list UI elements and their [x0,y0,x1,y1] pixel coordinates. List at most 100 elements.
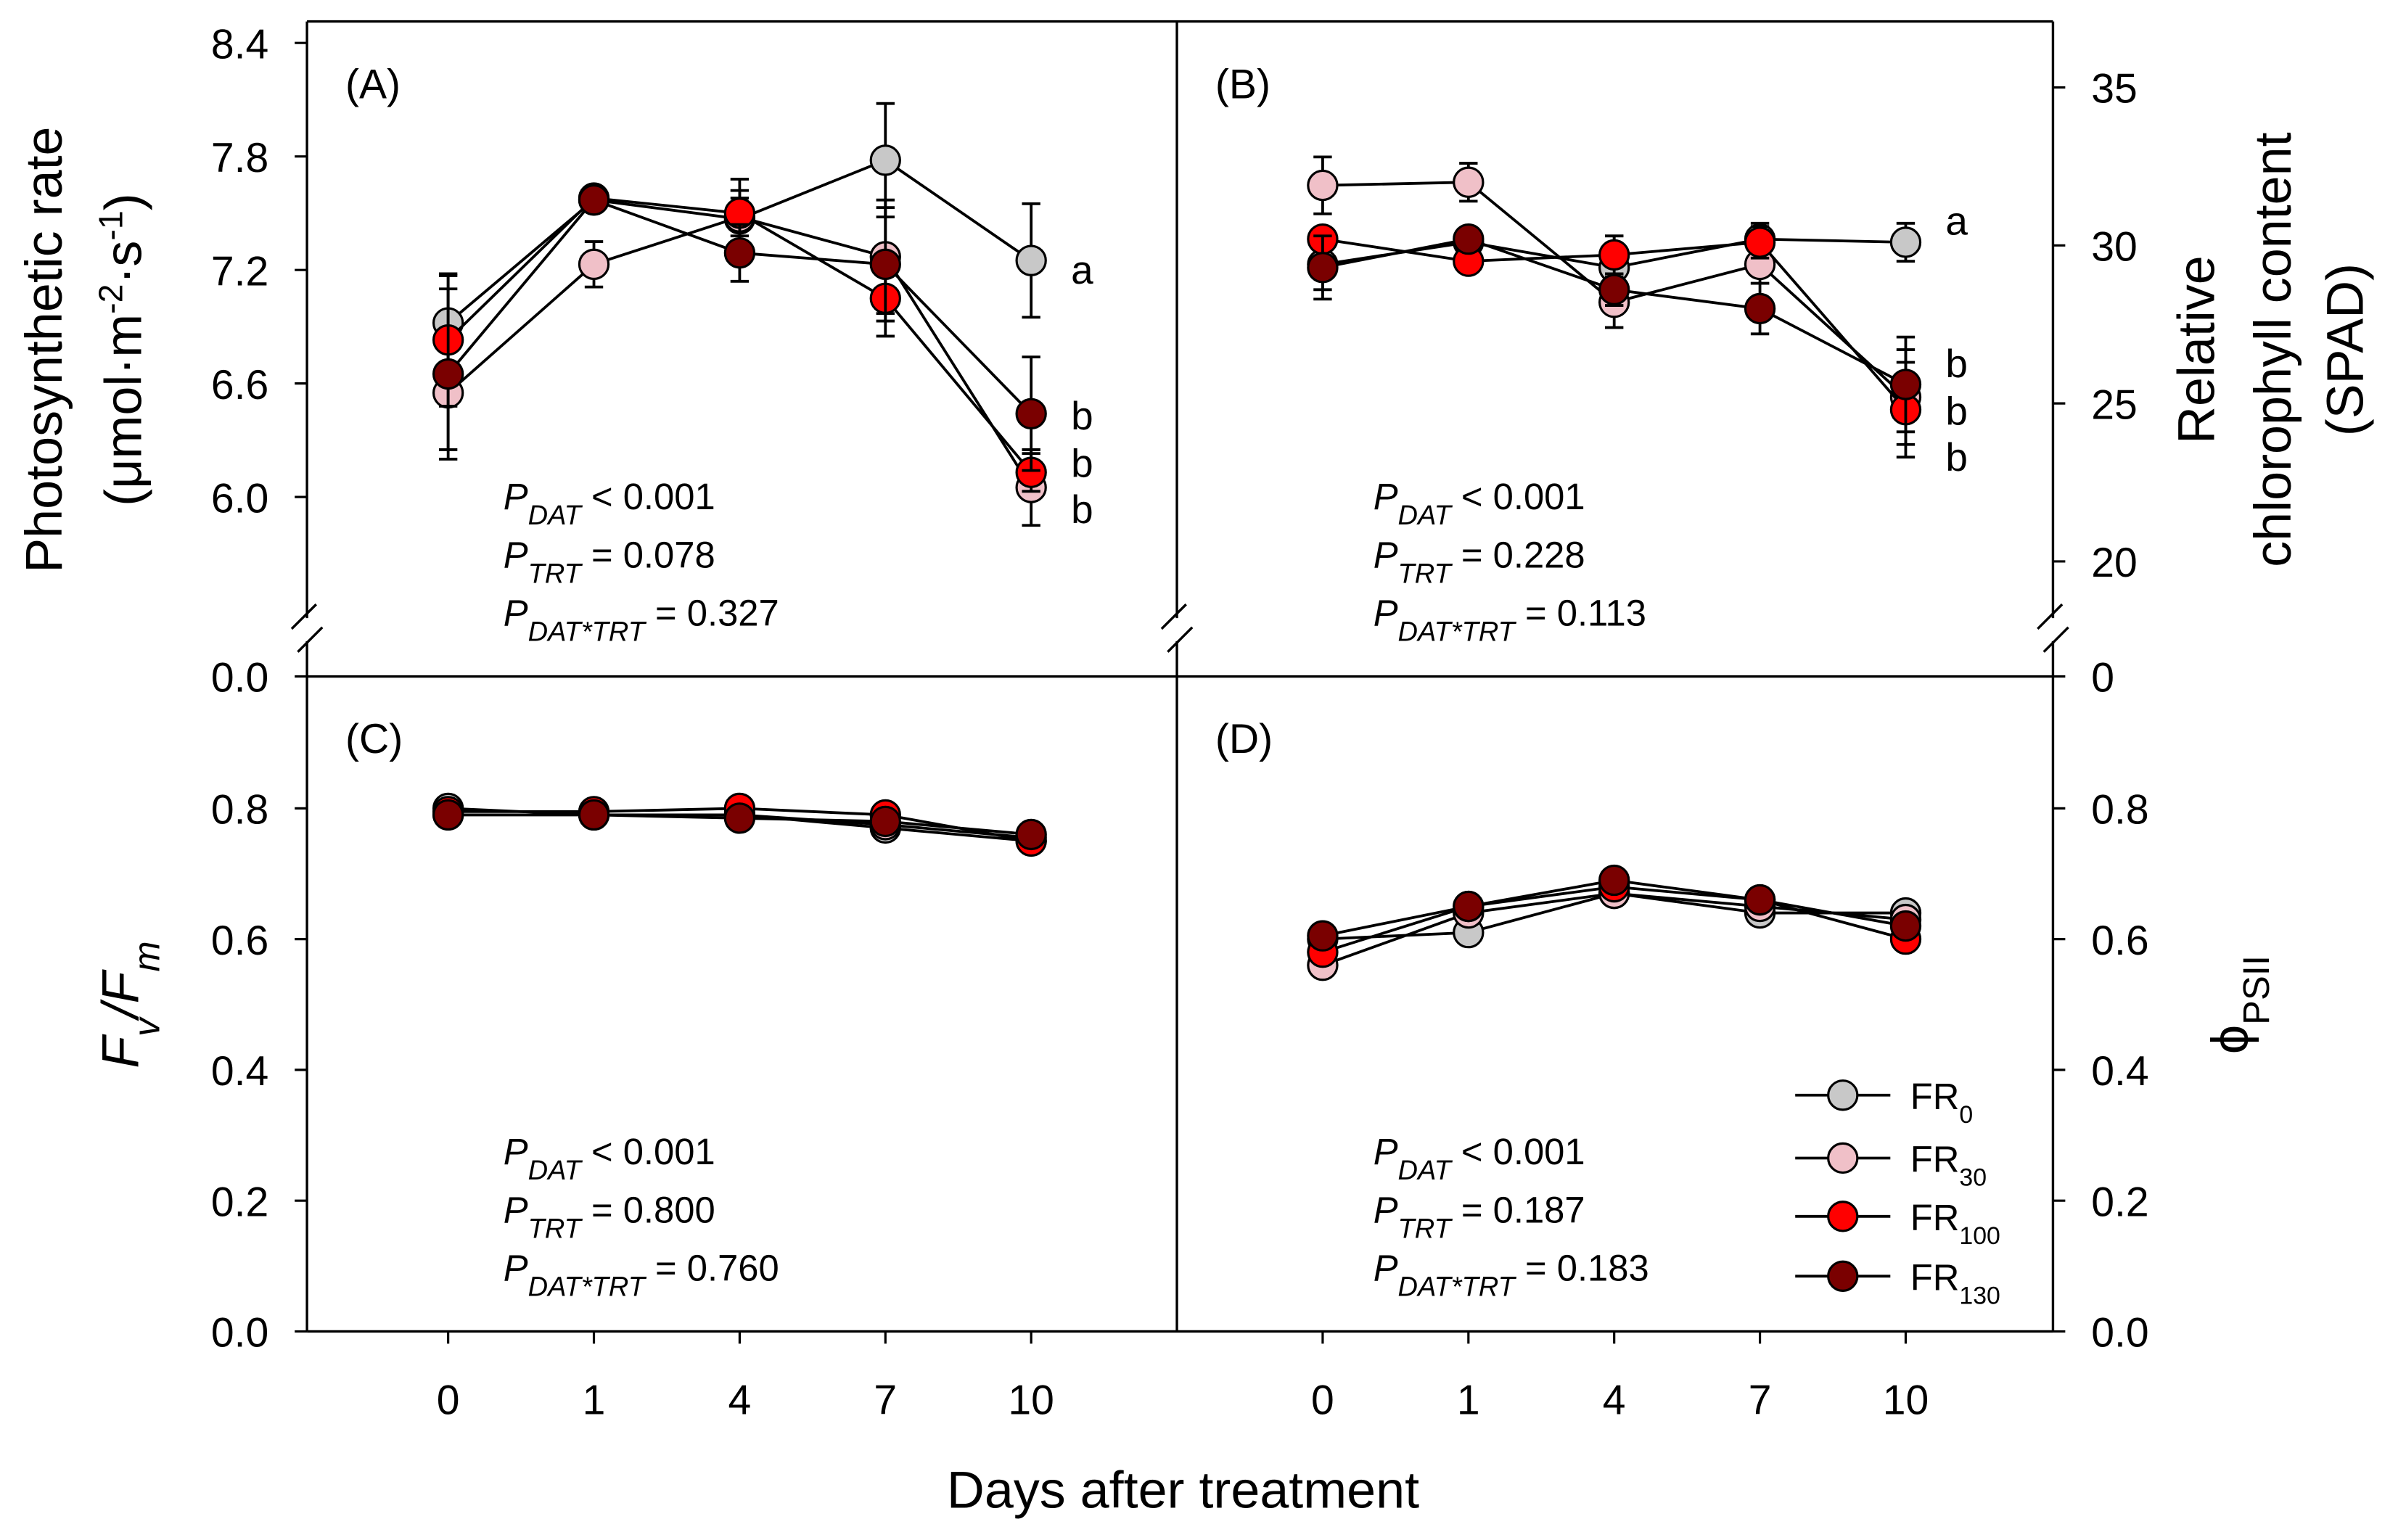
plot-frame: 0 1 4 7 10 0 1 4 7 10 [290,20,2069,1424]
data-point [723,802,756,834]
label-part: PSII [2235,955,2277,1025]
stat-value: < 0.001 [1451,1131,1585,1172]
y-tick-label: 20 [2091,540,2138,586]
y-axis-label: (SPAD) [2317,263,2375,436]
stat-sub: DAT*TRT [528,617,647,648]
stat-trt: PTRT = 0.078 [504,534,715,589]
y-tick-label: 6.0 [211,475,268,522]
stat-value: = 0.800 [581,1189,715,1230]
data-point [578,799,610,831]
y-tick-label: 0.8 [2091,787,2148,833]
stat-value: = 0.327 [645,593,779,634]
panel-label: (A) [345,61,401,107]
series-FR130 [1307,223,1922,434]
y-tick-label: 0.0 [211,1310,268,1356]
break-line [1167,626,1194,653]
stat-trt: PTRT = 0.228 [1374,534,1585,589]
series-FR130 [1307,864,1922,952]
y-tick-label: 0 [2091,655,2114,701]
y-tick-label: 0.0 [2091,1310,2148,1356]
data-point [1744,226,1776,258]
legend-marker [1827,1079,1859,1111]
stat-p: P [1374,1131,1398,1172]
stat-sub: DAT [528,1156,583,1186]
stat-sub: DAT*TRT [1398,1272,1517,1303]
x-tick-label: 0 [437,1378,460,1424]
y-tick-label: 8.4 [211,21,268,67]
stat-value: = 0.760 [645,1248,779,1289]
legend-sub: 130 [1959,1282,2000,1309]
legend-item: FR0 [1795,1076,1973,1129]
data-point [1307,169,1339,202]
data-point [1744,292,1776,325]
y-axis-label: Fv/Fm [92,941,168,1068]
stat-sub: DAT [1398,1156,1453,1186]
y-axis-label: Relative [2167,255,2225,444]
panel-label: (C) [345,716,403,762]
data-point [869,248,901,281]
data-point [1889,368,1922,400]
y-tick-label: 0.2 [211,1179,268,1225]
y-tick-label: 25 [2091,382,2138,428]
stat-trt: PTRT = 0.187 [1374,1189,1585,1244]
y-tick-label: 0.2 [2091,1179,2148,1225]
stat-sub: DAT [528,501,583,531]
legend-item: FR100 [1795,1197,2000,1250]
stat-p: P [1374,1189,1398,1230]
x-tick-label: 4 [1603,1378,1626,1424]
stat-dat: PDAT < 0.001 [1374,476,1585,531]
significance-letter: b [1945,435,1968,479]
stat-value: < 0.001 [581,476,715,517]
significance-letter: b [1071,487,1093,532]
legend-marker [1827,1142,1859,1174]
stat-sub: TRT [528,1214,583,1244]
significance-letter: a [1945,199,1968,244]
y-tick-label: 35 [2091,66,2138,112]
legend-label: FR30 [1910,1139,1987,1192]
legend-sub: 0 [1959,1101,1973,1129]
data-point [1453,166,1485,198]
x-tick-label: 7 [1749,1378,1772,1424]
panel-a: (A) 6.0 6.6 7.2 7.8 8.4 0.0 Photosynthetic rate… [15,21,1093,701]
data-point [1598,273,1630,305]
panel-label: (D) [1215,716,1273,762]
legend-base: FR [1910,1139,1960,1180]
x-tick-label: 1 [1457,1378,1480,1424]
stat-sub: TRT [1398,559,1453,589]
axis-break-mark [1160,603,1194,653]
stat-dat: PDAT < 0.001 [1374,1131,1585,1186]
data-point [578,184,610,216]
unit-part: ·s [95,241,153,284]
label-part: F [92,1034,150,1068]
panel-label: (B) [1215,61,1270,107]
label-part: m [126,941,167,971]
data-point [1015,818,1047,851]
legend-label: FR100 [1910,1197,2000,1250]
data-point [1453,223,1485,255]
stat-value: < 0.001 [1451,476,1585,517]
y-tick-label: 0.6 [2091,918,2148,964]
data-point [1598,239,1630,271]
legend-base: FR [1910,1256,1960,1298]
data-point [432,358,464,390]
data-point [1744,884,1776,916]
unit-part: -1 [92,210,130,240]
x-tick-label: 7 [874,1378,897,1424]
stat-p: P [1374,534,1398,575]
stat-sub: DAT*TRT [528,1272,647,1303]
stat-int: PDAT*TRT = 0.183 [1374,1248,1649,1303]
legend-sub: 100 [1959,1222,2000,1250]
data-point [723,237,756,269]
y-axis-label: Photosynthetic rate [15,126,73,572]
stat-sub: TRT [528,559,583,589]
data-point [1015,398,1047,430]
data-point [1015,244,1047,276]
legend-item: FR30 [1795,1139,1987,1192]
stat-p: P [504,1248,528,1289]
legend-marker [1827,1260,1859,1292]
stat-dat: PDAT < 0.001 [504,1131,715,1186]
stat-p: P [1374,1248,1398,1289]
stat-sub: TRT [1398,1214,1453,1244]
data-point [432,799,464,831]
